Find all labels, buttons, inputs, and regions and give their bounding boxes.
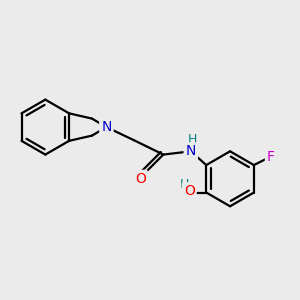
Text: O: O	[184, 184, 195, 198]
Text: N: N	[186, 144, 196, 158]
Text: H: H	[179, 178, 189, 191]
Text: H: H	[188, 133, 197, 146]
Text: O: O	[135, 172, 146, 186]
Text: N: N	[101, 120, 112, 134]
Text: F: F	[267, 150, 275, 164]
